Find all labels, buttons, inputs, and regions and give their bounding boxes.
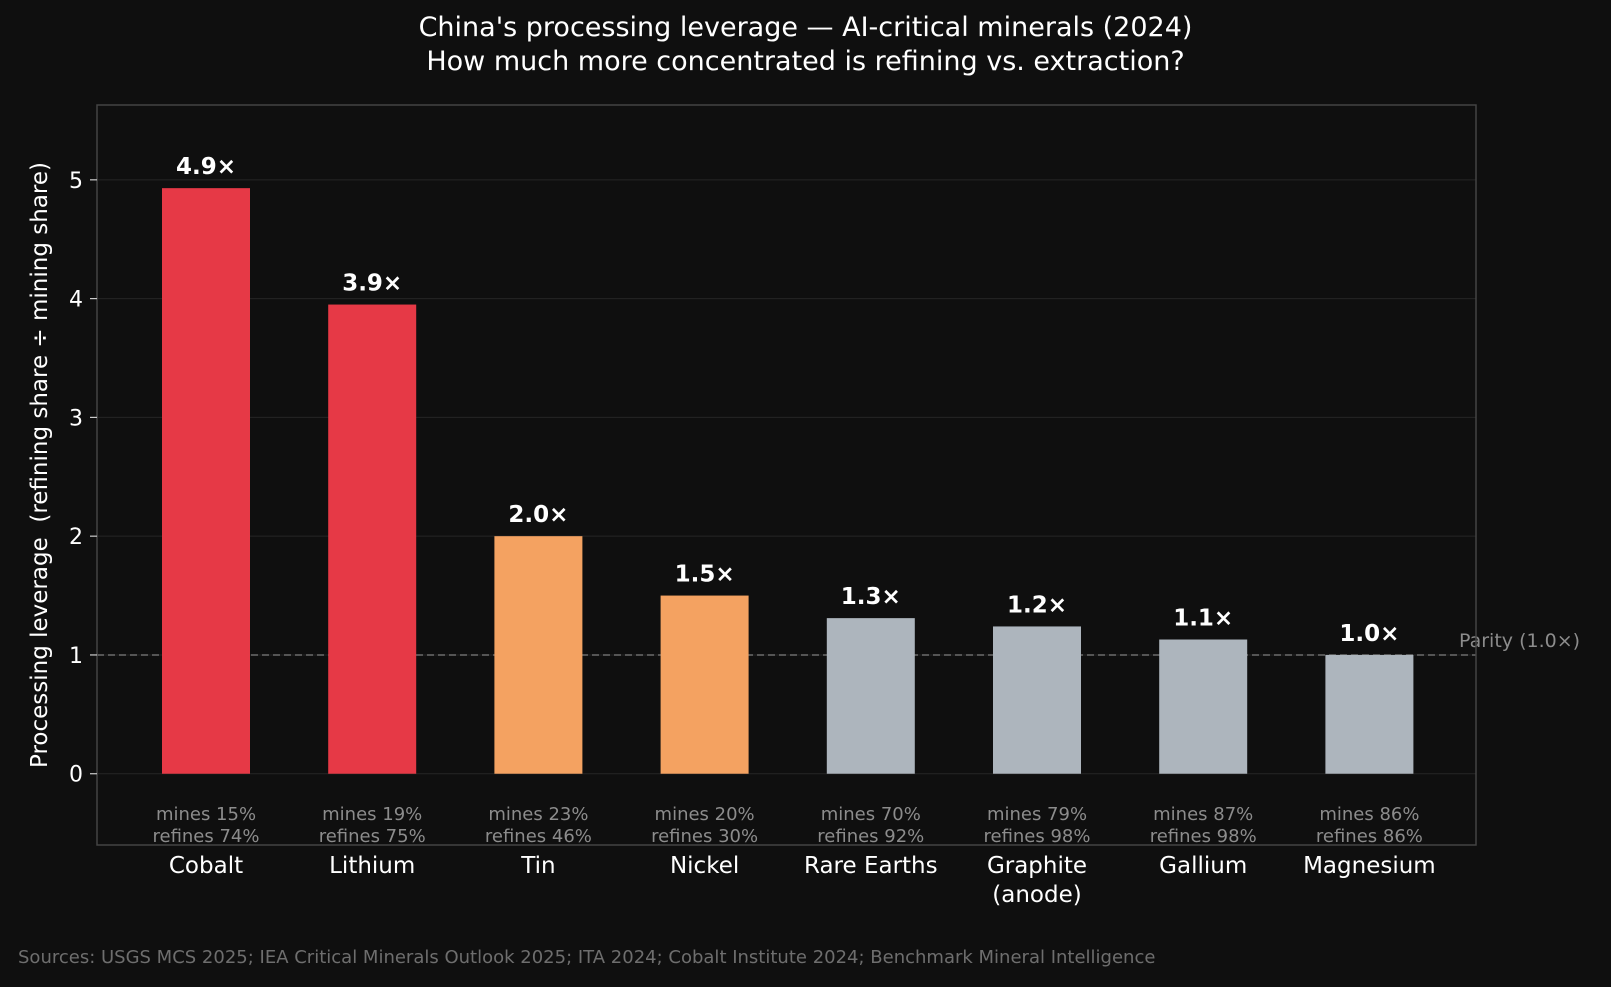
x-tick-label: Gallium: [1159, 853, 1247, 879]
bar-tin: [494, 536, 583, 774]
x-tick-label: Lithium: [329, 853, 415, 879]
refines-share-label: refines 86%: [1316, 826, 1423, 847]
y-tick-label: 5: [69, 169, 83, 194]
mines-share-label: mines 86%: [1319, 804, 1419, 825]
refines-share-label: refines 74%: [152, 826, 259, 847]
x-tick-label: Cobalt: [169, 853, 243, 879]
x-tick-label: Rare Earths: [804, 853, 938, 879]
mines-share-label: mines 19%: [322, 804, 422, 825]
bar-rare-earths: [826, 618, 915, 774]
refines-share-label: refines 30%: [651, 826, 758, 847]
bar-nickel: [660, 595, 749, 774]
bar-lithium: [328, 304, 417, 774]
refines-share-label: refines 75%: [319, 826, 426, 847]
y-tick-label: 2: [69, 525, 83, 550]
refines-share-label: refines 92%: [817, 826, 924, 847]
data-label: 1.0×: [1339, 621, 1399, 647]
bar-gallium: [1159, 639, 1248, 774]
mines-share-label: mines 79%: [987, 804, 1087, 825]
refines-share-label: refines 46%: [485, 826, 592, 847]
parity-label: Parity (1.0×): [1459, 630, 1580, 652]
data-label: 3.9×: [342, 271, 402, 297]
mines-share-label: mines 15%: [156, 804, 256, 825]
mines-share-label: mines 23%: [488, 804, 588, 825]
data-label: 1.3×: [841, 584, 901, 610]
data-label: 2.0×: [508, 502, 568, 528]
data-label: 1.2×: [1007, 592, 1067, 618]
refines-share-label: refines 98%: [983, 826, 1090, 847]
y-tick-label: 1: [69, 644, 83, 669]
x-tick-label: Tin: [520, 853, 555, 879]
y-tick-label: 0: [69, 763, 83, 788]
x-tick-label: (anode): [992, 882, 1081, 908]
chart-title: China's processing leverage — AI-critica…: [418, 12, 1193, 43]
y-axis-label: Processing leverage (refining share ÷ mi…: [27, 162, 53, 768]
x-tick-label: Magnesium: [1303, 853, 1436, 879]
mines-share-label: mines 70%: [821, 804, 921, 825]
mines-share-label: mines 87%: [1153, 804, 1253, 825]
bar-graphite: [993, 626, 1081, 774]
plot-frame: [96, 104, 1477, 846]
x-tick-label: Nickel: [670, 853, 739, 879]
chart-subtitle: How much more concentrated is refining v…: [426, 46, 1185, 77]
data-label: 1.1×: [1173, 606, 1233, 632]
data-label: 1.5×: [675, 562, 735, 588]
bar-magnesium: [1325, 654, 1414, 774]
x-tick-label: Graphite: [987, 853, 1087, 879]
refines-share-label: refines 98%: [1150, 826, 1257, 847]
mines-share-label: mines 20%: [655, 804, 755, 825]
source-note: Sources: USGS MCS 2025; IEA Critical Min…: [18, 947, 1156, 968]
data-label: 4.9×: [176, 154, 236, 180]
y-tick-label: 3: [69, 406, 83, 431]
y-tick-label: 4: [69, 288, 83, 313]
bar-cobalt: [162, 188, 250, 774]
